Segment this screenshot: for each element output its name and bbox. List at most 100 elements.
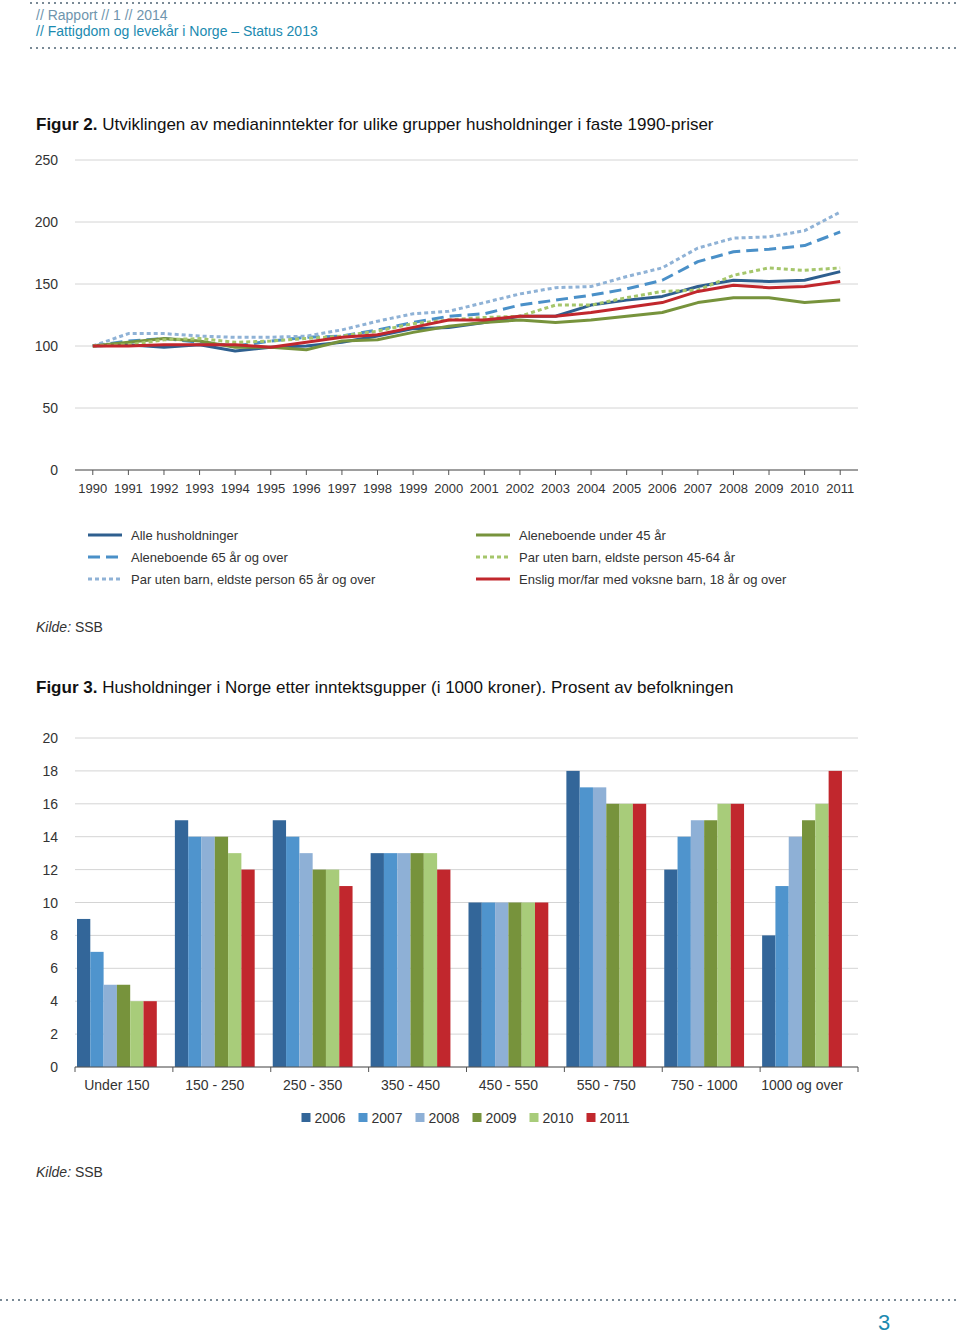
bar xyxy=(678,837,691,1067)
x-tick-label: 2007 xyxy=(683,481,712,496)
bar xyxy=(535,903,548,1068)
bar xyxy=(273,820,286,1067)
legend-swatch xyxy=(476,534,510,537)
y-tick-label: 4 xyxy=(50,993,58,1009)
bar xyxy=(117,985,130,1067)
bar xyxy=(130,1001,143,1067)
plot-area xyxy=(93,212,840,351)
plot-area xyxy=(77,771,842,1067)
bar xyxy=(469,903,482,1068)
bar xyxy=(775,886,788,1067)
y-tick-label: 100 xyxy=(35,338,59,354)
x-tick-label: 2001 xyxy=(470,481,499,496)
bar xyxy=(215,837,228,1067)
bar xyxy=(802,820,815,1067)
series-line xyxy=(93,268,840,346)
y-tick-label: 12 xyxy=(42,862,58,878)
legend-swatch xyxy=(359,1113,368,1122)
x-tick-label: 750 - 1000 xyxy=(671,1077,738,1093)
bar xyxy=(789,837,802,1067)
bar xyxy=(77,919,90,1067)
legend-label: Aleneboende under 45 år xyxy=(519,528,666,543)
x-tick xyxy=(840,470,841,475)
header-rule xyxy=(30,2,960,4)
bar xyxy=(762,935,775,1067)
category-tick xyxy=(368,1067,369,1072)
legend-label: Par uten barn, eldste person 65 år og ov… xyxy=(131,572,376,587)
x-tick xyxy=(662,470,663,475)
legend-label: 2010 xyxy=(543,1110,574,1126)
bar xyxy=(228,853,241,1067)
x-tick xyxy=(519,470,520,475)
x-tick-label: 1994 xyxy=(221,481,250,496)
source-label: Kilde: xyxy=(36,1164,71,1180)
x-tick-label: 2010 xyxy=(790,481,819,496)
category-tick xyxy=(172,1067,173,1072)
source: Kilde: SSB xyxy=(36,619,103,635)
y-tick-label: 8 xyxy=(50,927,58,943)
bar xyxy=(371,853,384,1067)
source-label: Kilde: xyxy=(36,619,71,635)
x-tick-label: 1991 xyxy=(114,481,143,496)
x-tick xyxy=(591,470,592,475)
bar xyxy=(104,985,117,1067)
title: Husholdninger i Norge etter inntektsgupp… xyxy=(102,678,733,697)
category-tick xyxy=(466,1067,467,1072)
source: Kilde: SSB xyxy=(36,1164,103,1180)
source-text: SSB xyxy=(75,1164,103,1180)
legend-swatch xyxy=(476,556,510,559)
legend-swatch xyxy=(88,556,122,559)
bar xyxy=(384,853,397,1067)
figure-label: Figur 2. xyxy=(36,115,97,134)
x-tick xyxy=(804,470,805,475)
figure-title: Figur 2. Utviklingen av medianinntekter … xyxy=(36,115,714,134)
legend-swatch xyxy=(88,578,122,581)
bar xyxy=(411,853,424,1067)
source-text: SSB xyxy=(75,619,103,635)
y-tick-label: 16 xyxy=(42,796,58,812)
x-tick-label: 2011 xyxy=(826,481,854,496)
x-tick xyxy=(341,470,342,475)
bar xyxy=(241,870,254,1067)
legend-swatch xyxy=(587,1113,596,1122)
bar xyxy=(437,870,450,1067)
header-line: // Rapport // 1 // 2014 xyxy=(36,7,168,23)
bar xyxy=(691,820,704,1067)
y-tick-label: 18 xyxy=(42,763,58,779)
page-number: 3 xyxy=(878,1310,890,1334)
x-tick xyxy=(377,470,378,475)
footer-rule xyxy=(0,1299,960,1301)
category-tick xyxy=(270,1067,271,1072)
legend-label: Aleneboende 65 år og over xyxy=(131,550,289,565)
x-tick-label: 2009 xyxy=(755,481,784,496)
bar xyxy=(829,771,842,1067)
x-tick-label: 1990 xyxy=(78,481,107,496)
x-tick-label: 2003 xyxy=(541,481,570,496)
legend-label: 2008 xyxy=(429,1110,460,1126)
x-tick-label: 150 - 250 xyxy=(185,1077,244,1093)
x-tick xyxy=(697,470,698,475)
bar xyxy=(482,903,495,1068)
x-tick-label: 1999 xyxy=(399,481,428,496)
grid-line xyxy=(75,160,858,161)
series-line xyxy=(93,232,840,346)
category-tick xyxy=(858,1067,859,1072)
series-line xyxy=(93,212,840,346)
y-tick-label: 10 xyxy=(42,895,58,911)
x-tick-label: 1992 xyxy=(150,481,179,496)
legend-swatch xyxy=(416,1113,425,1122)
legend-label: Alle husholdninger xyxy=(131,528,239,543)
bar xyxy=(664,870,677,1067)
legend-label: 2009 xyxy=(486,1110,517,1126)
x-tick-label: 2000 xyxy=(434,481,463,496)
series-line xyxy=(93,298,840,350)
x-tick xyxy=(626,470,627,475)
bar xyxy=(731,804,744,1067)
legend-label: 2006 xyxy=(315,1110,346,1126)
x-tick xyxy=(128,470,129,475)
x-tick-label: 450 - 550 xyxy=(479,1077,538,1093)
x-tick-label: 2004 xyxy=(577,481,606,496)
bar xyxy=(424,853,437,1067)
x-tick-label: 2005 xyxy=(612,481,641,496)
bar xyxy=(620,804,633,1067)
